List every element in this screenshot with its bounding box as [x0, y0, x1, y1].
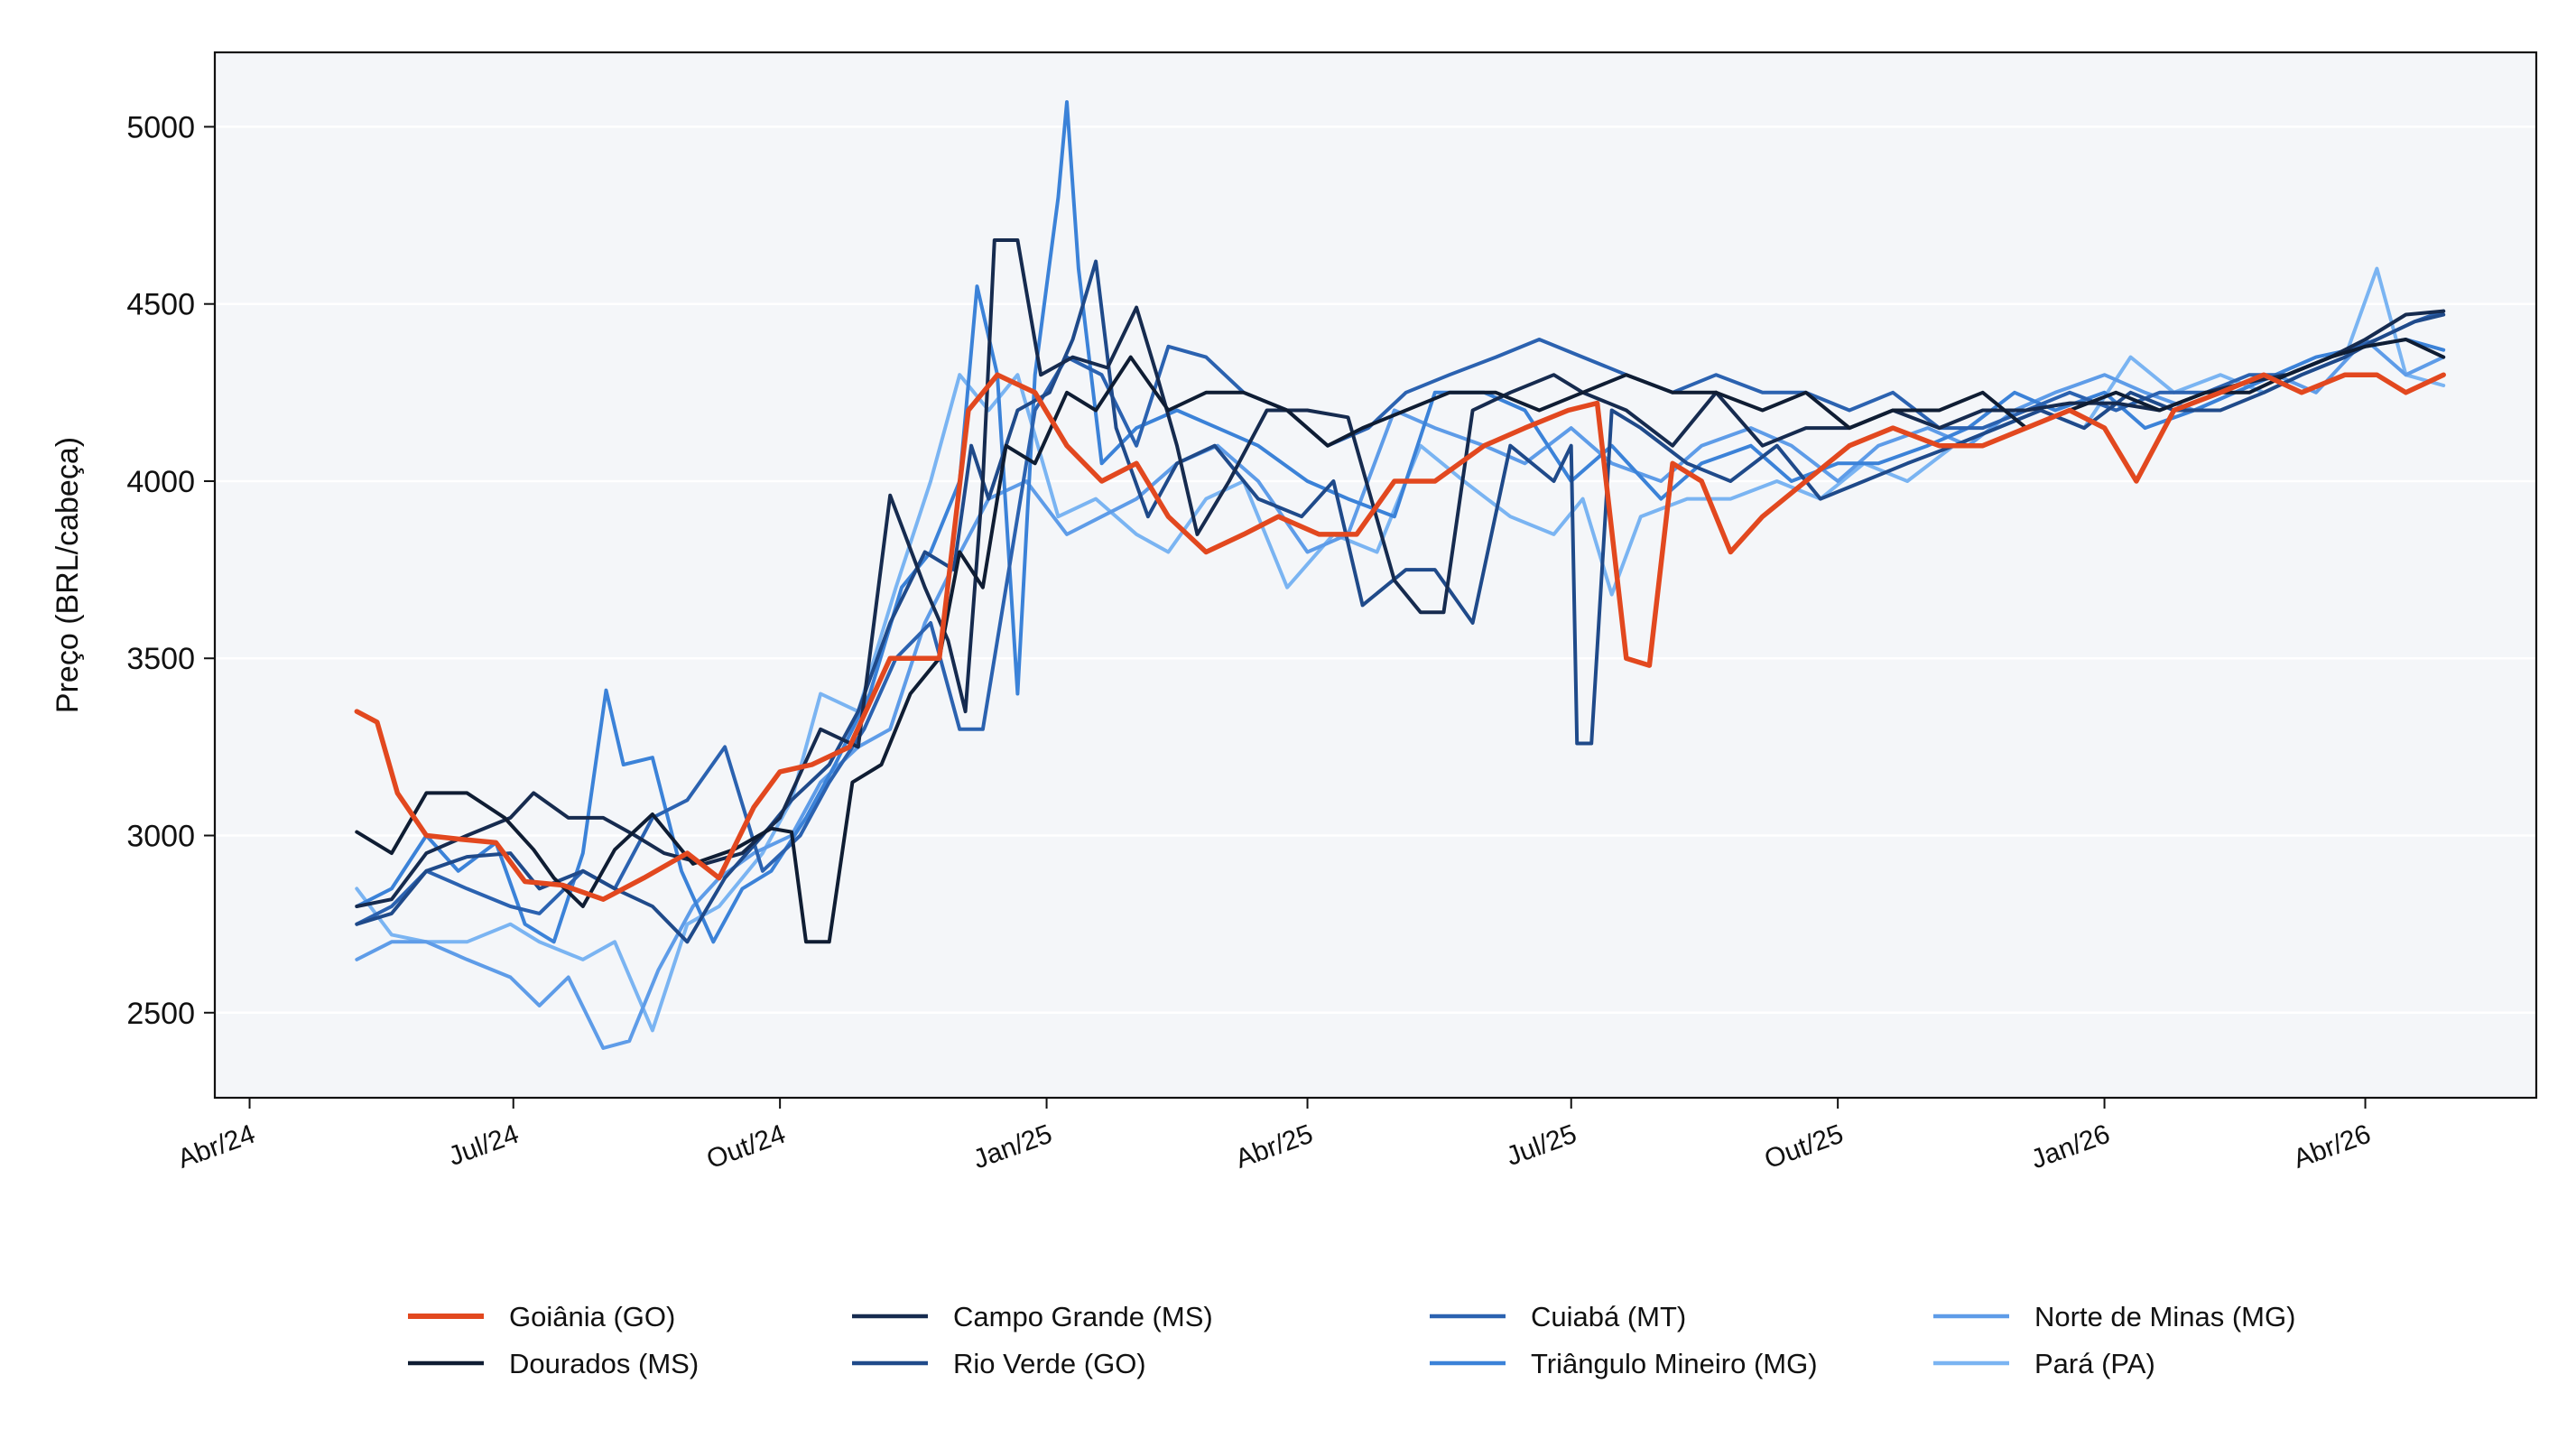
y-tick-label: 5000 — [126, 110, 195, 144]
legend-label: Norte de Minas (MG) — [2034, 1301, 2295, 1332]
legend-label: Triângulo Mineiro (MG) — [1531, 1348, 1818, 1379]
series-line-5 — [355, 100, 2446, 944]
legend-label: Rio Verde (GO) — [953, 1348, 1146, 1379]
y-tick-label: 3000 — [126, 820, 195, 854]
legend-label: Campo Grande (MS) — [953, 1301, 1213, 1332]
legend: Goiânia (GO) Dourados (MS) Campo Grande (M… — [408, 1301, 2295, 1379]
legend-item: Goiânia (GO) — [408, 1301, 675, 1332]
legend-item: Triângulo Mineiro (MG) — [1430, 1348, 1818, 1379]
series-lines — [354, 100, 2446, 1050]
y-tick-label: 4000 — [126, 465, 195, 499]
series-line-0 — [354, 372, 2446, 902]
y-tick-label: 4500 — [126, 288, 195, 322]
plot-frame — [213, 51, 2538, 1100]
legend-item: Cuiabá (MT) — [1430, 1301, 1686, 1332]
legend-label: Goiânia (GO) — [509, 1301, 675, 1332]
legend-label: Dourados (MS) — [509, 1348, 699, 1379]
legend-item: Norte de Minas (MG) — [1933, 1301, 2295, 1332]
legend-item: Pará (PA) — [1933, 1348, 2155, 1379]
y-tick-label: 2500 — [126, 997, 195, 1031]
y-axis-label: Preço (BRL/cabeça) — [51, 437, 85, 713]
y-tick-label: 3500 — [126, 642, 195, 676]
series-line-3 — [355, 259, 2446, 944]
legend-item: Dourados (MS) — [408, 1348, 699, 1379]
legend-item: Rio Verde (GO) — [852, 1348, 1146, 1379]
legend-item: Campo Grande (MS) — [852, 1301, 1213, 1332]
y-axis: 2500 3000 3500 4000 4500 5000 — [126, 110, 215, 1031]
y-gridlines — [215, 125, 2536, 1015]
plot-area — [215, 52, 2536, 1098]
legend-label: Pará (PA) — [2034, 1348, 2155, 1379]
legend-label: Cuiabá (MT) — [1531, 1301, 1686, 1332]
